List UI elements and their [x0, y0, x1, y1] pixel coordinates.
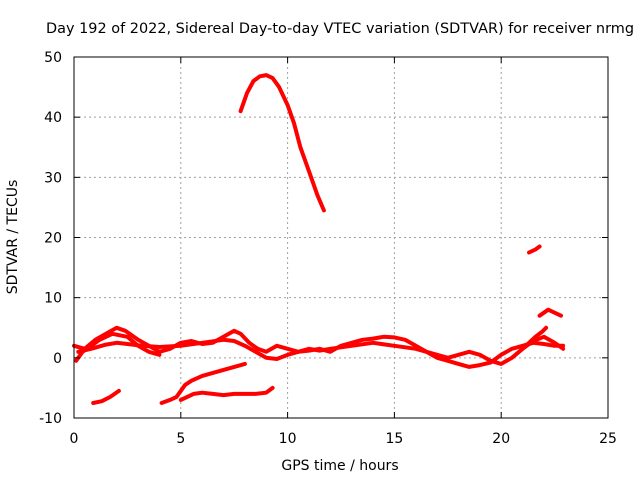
grid: [74, 57, 608, 418]
y-tick-label: 50: [44, 50, 62, 66]
series-track-6: [159, 361, 247, 405]
data-traces: [72, 73, 566, 405]
series-track-10: [520, 325, 549, 351]
x-tick-label: 15: [385, 431, 403, 447]
y-tick-label: -10: [39, 411, 62, 427]
x-tick-label: 20: [492, 431, 510, 447]
series-track-2: [76, 334, 566, 366]
series-track-3: [74, 331, 162, 363]
y-tick-label: 10: [44, 291, 62, 307]
y-tick-label: 40: [44, 110, 62, 126]
series-track-5: [91, 388, 121, 405]
y-tick-label: 0: [53, 351, 62, 367]
y-tick-label: 20: [44, 231, 62, 247]
series-track-4: [238, 73, 326, 213]
chart-title: Day 192 of 2022, Sidereal Day-to-day VTE…: [46, 21, 634, 37]
x-tick-label: 10: [279, 431, 297, 447]
series-track-7: [178, 385, 275, 402]
series-track-8: [527, 244, 542, 255]
x-tick-label: 25: [599, 431, 617, 447]
x-tick-label: 0: [70, 431, 79, 447]
axis-ticks: [73, 56, 609, 419]
x-axis-title: GPS time / hours: [281, 458, 398, 474]
x-tick-label: 5: [176, 431, 185, 447]
series-track-9: [537, 307, 563, 318]
tick-labels: 0 5 10 15 20 25 -10 0 10 20 30 40 50: [39, 50, 617, 447]
y-axis-title: SDTVAR / TECUs: [5, 180, 21, 295]
y-tick-label: 30: [44, 170, 62, 186]
